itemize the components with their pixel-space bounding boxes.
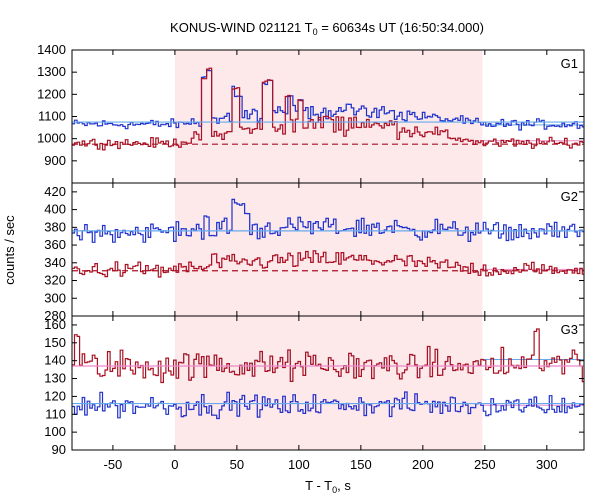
chart-title-sub: 0 bbox=[313, 27, 318, 37]
x-tick-label-0: 0 bbox=[171, 457, 178, 472]
x-tick-label-100: 100 bbox=[288, 457, 310, 472]
x-axis-label: T - T0, s bbox=[305, 478, 351, 495]
y-tick-label-g1-900: 900 bbox=[44, 153, 66, 168]
panel-label-g2: G2 bbox=[561, 189, 578, 204]
x-axis-label-rest: , s bbox=[337, 478, 351, 493]
y-tick-label-g1-1100: 1100 bbox=[38, 109, 66, 124]
y-tick-label-g3-90: 90 bbox=[52, 442, 66, 457]
chart-title-main: KONUS-WIND 021121 T bbox=[170, 20, 313, 35]
y-tick-label-g3-130: 130 bbox=[44, 371, 66, 386]
y-tick-label-g1-1300: 1300 bbox=[37, 64, 66, 79]
chart-title: KONUS-WIND 021121 T0 = 60634s UT (16:50:… bbox=[170, 20, 484, 37]
series-upper-g2 bbox=[72, 198, 584, 243]
series-upper-g1 bbox=[72, 69, 584, 131]
chart-title-rest: = 60634s UT (16:50:34.000) bbox=[318, 20, 484, 35]
y-tick-label-g1-1000: 1000 bbox=[37, 131, 66, 146]
y-tick-label-g2-420: 420 bbox=[44, 184, 66, 199]
x-tick-label-300: 300 bbox=[536, 457, 558, 472]
y-tick-label-g3-140: 140 bbox=[44, 353, 66, 368]
y-tick-label-g3-120: 120 bbox=[44, 388, 66, 403]
y-tick-label-g2-400: 400 bbox=[44, 202, 66, 217]
y-tick-label-g2-320: 320 bbox=[44, 273, 66, 288]
burst-interval-g2 bbox=[174, 183, 483, 316]
panel-label-g1: G1 bbox=[561, 56, 578, 71]
x-axis-label-main: T - T bbox=[305, 478, 332, 493]
y-tick-label-g3-110: 110 bbox=[45, 406, 66, 421]
y-tick-label-g1-1200: 1200 bbox=[37, 86, 66, 101]
x-tick-label-150: 150 bbox=[350, 457, 372, 472]
y-axis-label: counts / sec bbox=[2, 215, 17, 285]
y-tick-label-g2-340: 340 bbox=[44, 255, 66, 270]
x-axis-label-sub: 0 bbox=[332, 485, 337, 495]
y-tick-label-g3-150: 150 bbox=[44, 335, 66, 350]
y-tick-label-g3-160: 160 bbox=[44, 317, 66, 332]
series-lower-g1 bbox=[72, 67, 584, 151]
burst-interval-g3 bbox=[174, 316, 483, 450]
panel-frame-g3 bbox=[71, 315, 585, 451]
series-lower-g2 bbox=[72, 250, 584, 278]
y-tick-label-g3-100: 100 bbox=[44, 424, 66, 439]
x-tick-label-200: 200 bbox=[412, 457, 434, 472]
y-tick-label-g1-1400: 1400 bbox=[37, 42, 66, 57]
plot-area: 90010001100120013001400G1280300320340360… bbox=[37, 42, 585, 472]
y-tick-label-g2-380: 380 bbox=[44, 219, 66, 234]
panel-label-g3: G3 bbox=[561, 322, 578, 337]
y-tick-label-g2-360: 360 bbox=[44, 237, 66, 252]
x-tick-label--50: -50 bbox=[104, 457, 123, 472]
x-tick-label-50: 50 bbox=[230, 457, 244, 472]
series-upper-g3 bbox=[72, 328, 584, 384]
y-tick-label-g2-300: 300 bbox=[44, 290, 66, 305]
series-lower-g3 bbox=[72, 391, 584, 420]
y-tick-label-g2-280: 280 bbox=[44, 308, 66, 323]
x-tick-label-250: 250 bbox=[474, 457, 496, 472]
